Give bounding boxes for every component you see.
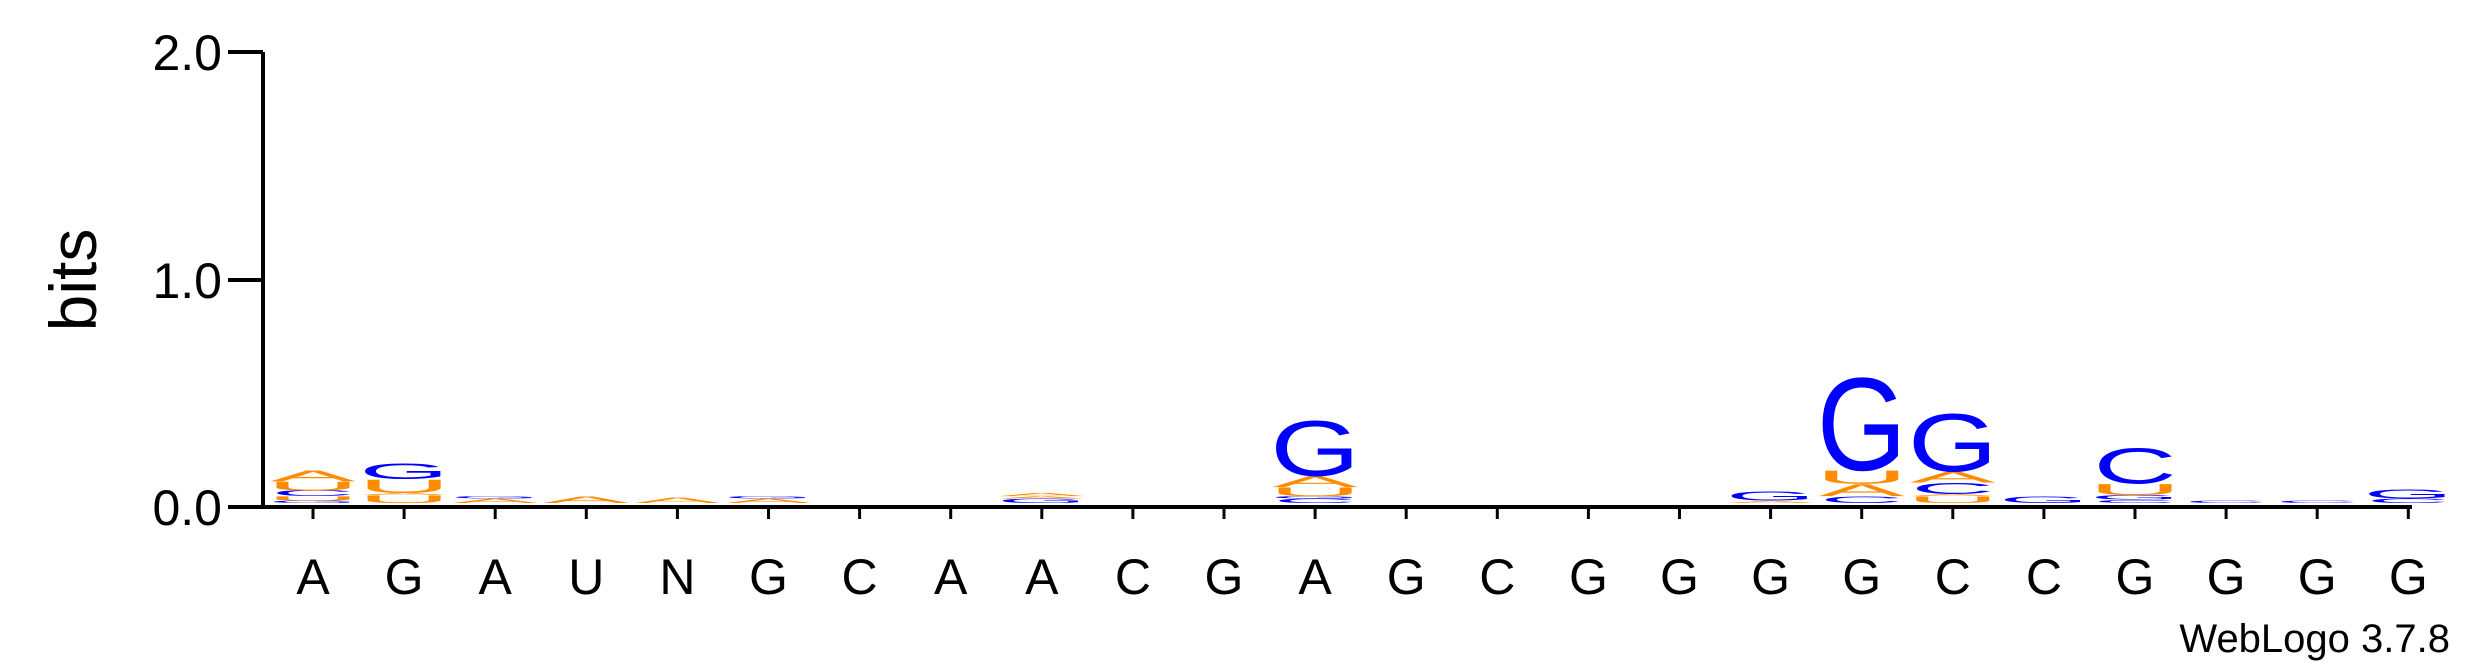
logo-letter-a: A: [1819, 481, 1905, 500]
position-label: G: [2298, 549, 2337, 605]
logo-letter-u: U: [2089, 481, 2182, 499]
position-label: G: [385, 549, 424, 605]
logo-letter-a: A: [999, 496, 1085, 500]
logo-letter-c: C: [271, 489, 354, 498]
logo-letter-a: A: [543, 494, 629, 505]
logo-letter-a: A: [1272, 473, 1358, 491]
position-label: A: [296, 549, 330, 605]
logo-letter-a: A: [270, 467, 356, 485]
logo-letter-g: G: [724, 496, 814, 500]
logo-letter-c: C: [1820, 495, 1903, 506]
logo-letter-g: G: [1270, 404, 1360, 493]
logo-letter-g: G: [2090, 494, 2180, 501]
logo-letter-c: C: [2093, 499, 2176, 504]
logo-letter-c: C: [2093, 438, 2176, 495]
position-label: G: [749, 549, 788, 605]
logo-letter-g: G: [1270, 496, 1360, 500]
position-label: G: [1569, 549, 1608, 605]
y-axis-title: bits: [36, 229, 110, 332]
logo-letter-g: G: [1817, 350, 1907, 498]
logo-letter-u: U: [267, 495, 360, 502]
logo-letter-a: A: [999, 492, 1085, 497]
position-label: G: [1205, 549, 1244, 605]
y-tick-label-0: 0.0: [152, 480, 222, 536]
position-label: G: [2207, 549, 2246, 605]
position-label: G: [1842, 549, 1881, 605]
position-label: C: [2026, 549, 2062, 605]
y-tick-label-1: 1.0: [152, 253, 222, 309]
logo-letter-u: U: [267, 479, 360, 493]
logo-letter-g: G: [997, 497, 1087, 504]
logo-letter-a: A: [635, 496, 721, 505]
logo-letter-g: G: [359, 459, 449, 484]
logo-letter-u: U: [358, 493, 451, 505]
logo-letter-a: A: [1910, 468, 1996, 486]
position-label: A: [934, 549, 968, 605]
position-label: G: [2116, 549, 2155, 605]
position-label: U: [568, 549, 604, 605]
weblogo-credit: WebLogo 3.7.8: [2179, 617, 2450, 661]
logo-letter-g: G: [450, 496, 540, 500]
position-label: N: [659, 549, 695, 605]
logo-letter-g: G: [2363, 487, 2453, 501]
logo-letter-u: U: [1269, 485, 1362, 499]
position-label: C: [1935, 549, 1971, 605]
logo-letter-g: G: [1726, 489, 1816, 503]
position-label: G: [1751, 549, 1790, 605]
logo-letter-u: U: [358, 476, 451, 497]
logo-letter-c: C: [2184, 500, 2267, 504]
logo-letter-g: G: [1908, 397, 1998, 489]
chart-axes: 0.0 1.0 2.0 bits: [36, 25, 2412, 536]
position-label: G: [1660, 549, 1699, 605]
position-label: C: [1115, 549, 1151, 605]
logo-letter-a: A: [1728, 500, 1814, 504]
logo-letter-c: C: [2367, 497, 2450, 504]
logo-letter-c: C: [1273, 497, 1356, 504]
logo-letter-a: A: [726, 497, 812, 504]
logo-letter-u: U: [1815, 467, 1908, 488]
logo-letter-g: G: [1999, 495, 2089, 506]
position-label: A: [1298, 549, 1332, 605]
logo-letter-u: U: [1906, 494, 1999, 505]
position-label: C: [842, 549, 878, 605]
position-label: C: [1479, 549, 1515, 605]
position-label: A: [479, 549, 513, 605]
logo-letter-c: C: [1911, 480, 1994, 498]
logo-letter-a: A: [452, 497, 538, 504]
position-label: A: [1025, 549, 1059, 605]
logo-letter-g: G: [268, 500, 358, 504]
position-label: G: [2389, 549, 2428, 605]
logo-letter-a: A: [361, 492, 447, 496]
position-label: G: [1387, 549, 1426, 605]
y-tick-label-2: 2.0: [152, 25, 222, 81]
logo-letter-a: A: [1910, 493, 1996, 497]
logo-letter-c: C: [2276, 500, 2359, 504]
